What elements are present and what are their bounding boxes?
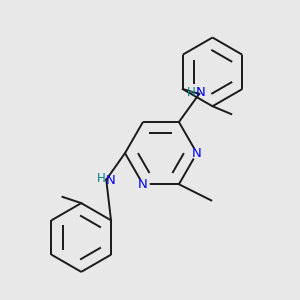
Text: N: N — [192, 147, 202, 160]
Text: N: N — [196, 86, 206, 99]
Text: H: H — [187, 86, 196, 99]
Text: H: H — [97, 172, 106, 184]
Text: N: N — [106, 174, 116, 187]
Text: N: N — [138, 178, 148, 191]
